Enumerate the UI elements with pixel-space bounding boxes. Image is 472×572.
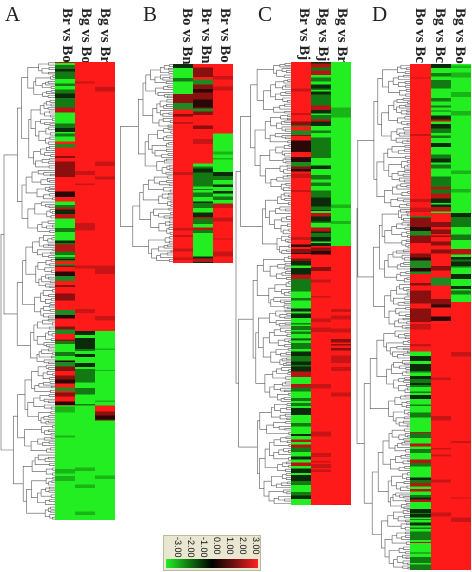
panel-d-heatmap-column-1 [410,64,431,570]
panel-b-label: B [143,2,158,26]
panel-c-column-2-label: Bg vs Bj [315,8,331,62]
panel-b-heatmap-column-2 [193,64,213,263]
panel-c-column-3-label: Bg vs Br [334,8,350,64]
panel-a-column-2-label: Bg vs Bo [78,8,94,64]
legend-color-gradient [166,559,258,568]
panel-b-column-2-label: Br vs Bn [198,8,214,64]
panel-d-dendrogram [356,65,410,570]
color-scale-legend: -3.00 -2.00 -1.00 0.00 1.00 2.00 3.00 [163,535,261,571]
panel-b-dendrogram [120,64,173,262]
panel-d-heatmap-column-3 [451,64,471,570]
panel-a-dendrogram [0,62,55,520]
dendrogram-branches [356,65,410,570]
panel-a-heatmap-column-2 [75,62,95,520]
panel-c-column-1-label: Br vs Bj [296,8,312,61]
legend-tick-label: 1.00 [225,537,235,555]
panel-d-column-2-label: Bg vs Bc [432,8,448,64]
panel-b-heatmap-column-3 [213,64,233,263]
legend-tick-label: -1.00 [199,537,209,558]
dendrogram-branches [235,63,291,504]
panel-c-heatmap-column-3 [331,62,351,505]
panel-b-heatmap-column-1 [173,64,193,263]
panel-c-heatmap-column-2 [311,62,331,505]
legend-tick-label: 3.00 [251,537,261,555]
legend-tick-label: 0.00 [212,537,222,555]
panel-b-column-3-label: Br vs Bo [217,8,233,63]
panel-d-column-3-label: Bg vs Bo [452,8,468,64]
legend-tick-label: -3.00 [173,537,183,558]
panel-d-label: D [372,2,388,26]
panel-a-label: A [5,2,21,26]
dendrogram-branches [0,62,55,520]
panel-d-column-1-label: Bo vs Bc [412,8,428,64]
panel-d-heatmap-column-2 [431,64,451,570]
panel-c-label: C [258,2,273,26]
panel-b-column-1-label: Bo vs Bn [179,8,195,65]
panel-a-column-3-label: Bg vs Br [97,8,113,64]
legend-tick-label: -2.00 [186,537,196,558]
legend-tick-label: 2.00 [238,537,248,555]
panel-a-heatmap-column-3 [95,62,115,520]
panel-c-dendrogram [235,63,291,504]
panel-a-heatmap-column-1 [55,62,75,520]
panel-c-heatmap-column-1 [291,62,311,505]
dendrogram-branches [120,64,173,262]
panel-a-column-1-label: Br vs Bo [59,8,75,63]
